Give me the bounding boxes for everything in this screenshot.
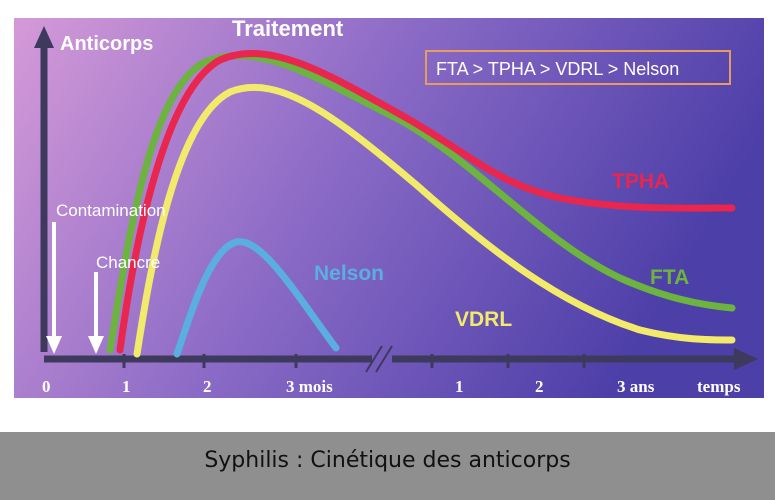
legend-box: [425, 50, 731, 85]
treatment-title: Traitement: [232, 16, 344, 41]
tick-label-2: 2: [203, 377, 212, 396]
curve-nelson: [173, 238, 340, 358]
curve-tpha: [116, 49, 736, 354]
tick-label-3-ans: 3 ans: [617, 377, 655, 396]
x-axis-break-2: [375, 345, 393, 373]
chancre-label: Chancre: [96, 253, 160, 272]
tick-label-year-2: 2: [535, 377, 544, 396]
x-ticks: [122, 354, 586, 368]
contamination-arrow: [46, 222, 62, 354]
y-axis-label: Anticorps: [60, 33, 153, 55]
tick-label-3-mois: 3 mois: [286, 377, 333, 396]
chancre-arrow: [88, 272, 104, 354]
y-axis-arrow: [34, 26, 54, 48]
curve-label-fta: FTA: [650, 266, 689, 289]
tick-label-0: 0: [42, 377, 51, 396]
curve-fta: [106, 52, 736, 354]
caption-bar: [0, 432, 775, 500]
x-axis-label: temps: [697, 377, 741, 396]
legend-text: FTA > TPHA > VDRL > Nelson: [436, 59, 679, 79]
x-axis-break-1: [365, 345, 383, 373]
curve-label-vdrl: VDRL: [455, 308, 512, 331]
contamination-label: Contamination: [56, 201, 166, 220]
curve-vdrl: [133, 84, 736, 358]
curve-label-nelson: Nelson: [314, 262, 384, 285]
figure-caption: Syphilis : Cinétique des anticorps: [204, 448, 571, 473]
curve-label-tpha: TPHA: [612, 170, 669, 193]
tick-label-1: 1: [122, 377, 131, 396]
x-axis-arrow: [734, 348, 758, 370]
tick-label-year-1: 1: [455, 377, 464, 396]
